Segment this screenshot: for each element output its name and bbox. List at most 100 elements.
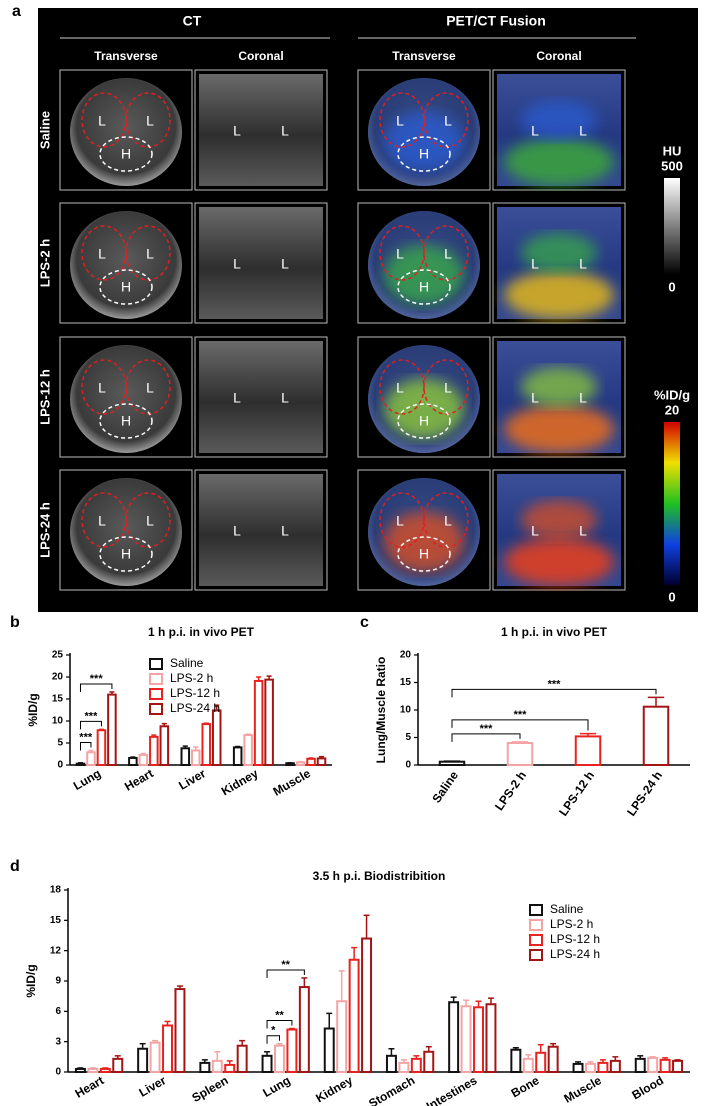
bar [149, 735, 159, 767]
error-bar [235, 745, 241, 748]
legend-swatch [529, 934, 543, 946]
error-bar [425, 1045, 432, 1052]
legend-label: LPS-24 h [550, 947, 600, 961]
significance-label: *** [480, 723, 494, 735]
bar [306, 757, 316, 767]
organ-label: H [121, 413, 131, 429]
error-bar [511, 741, 529, 743]
error-bar [288, 1027, 295, 1030]
error-bar [487, 997, 494, 1005]
group-label: LPS-24 h [37, 502, 52, 558]
error-bar [612, 1056, 619, 1061]
error-bar [647, 696, 665, 707]
bar [522, 1057, 534, 1074]
error-bar [637, 1055, 644, 1059]
y-tick-label: 15 [400, 677, 412, 688]
chart-title: 1 h p.i. in vivo PET [148, 625, 255, 639]
bar [75, 762, 86, 766]
error-bar [193, 746, 199, 751]
bar [86, 751, 96, 766]
bar [87, 1067, 99, 1074]
bracket-line [451, 688, 657, 698]
organ-label: L [146, 113, 154, 129]
heart-outline [397, 536, 451, 572]
x-tick-label: LPS-12 h [556, 769, 597, 819]
error-bar [139, 1042, 146, 1049]
significance-label: *** [90, 673, 104, 685]
bar [236, 1044, 248, 1073]
x-tick-label: Heart [122, 766, 156, 793]
bar [547, 1045, 559, 1073]
coronal-slice [199, 207, 323, 319]
organ-label: L [281, 123, 289, 139]
colorbar-min: 0 [668, 589, 675, 604]
legend-label: LPS-12 h [170, 686, 220, 700]
error-bar [575, 1061, 582, 1064]
colorbar-min: 0 [668, 279, 675, 294]
y-tick-label: 15 [52, 694, 64, 705]
pet-uptake [504, 405, 614, 453]
bracket-line [79, 683, 113, 692]
bar [261, 1054, 273, 1074]
bracket-line [79, 741, 92, 751]
bar [74, 1067, 86, 1074]
error-bar [400, 1059, 407, 1063]
error-bar [203, 722, 209, 725]
organ-label: L [396, 113, 404, 129]
organ-label: L [98, 246, 106, 262]
significance-bracket: * [266, 1025, 280, 1044]
pet-uptake [521, 100, 597, 140]
bar [336, 1000, 348, 1074]
lung-outline [423, 92, 469, 148]
significance-label: *** [548, 678, 562, 690]
organ-label: L [233, 523, 241, 539]
bar [438, 760, 466, 767]
significance-label: * [271, 1025, 276, 1037]
error-bar [151, 734, 157, 737]
bar [460, 1005, 472, 1073]
bar [274, 1044, 285, 1073]
error-bar [102, 1067, 109, 1069]
coronal-slice [199, 474, 323, 586]
heart-outline [99, 269, 153, 305]
organ-label: L [233, 256, 241, 272]
legend-swatch [149, 688, 163, 700]
significance-bracket: *** [79, 731, 93, 751]
bar [190, 749, 201, 766]
significance-bracket: ** [266, 1009, 293, 1029]
y-axis-label: %ID/g [26, 693, 40, 726]
significance-bracket: ** [266, 959, 305, 978]
error-bar [201, 1059, 208, 1063]
error-bar [525, 1054, 532, 1059]
error-bar [226, 1060, 233, 1065]
chart-title: 1 h p.i. in vivo PET [501, 625, 608, 639]
bar [211, 709, 222, 767]
error-bar [256, 676, 262, 681]
view-header: Coronal [536, 49, 581, 63]
bar [243, 734, 253, 767]
organ-label: L [531, 390, 539, 406]
error-bar [140, 752, 146, 755]
error-bar [239, 1039, 246, 1046]
organ-label: L [281, 523, 289, 539]
lung-outline [379, 92, 425, 148]
pet-uptake [504, 271, 614, 319]
organ-label: L [98, 113, 106, 129]
organ-label: L [531, 256, 539, 272]
error-bar [264, 1051, 271, 1056]
error-bar [512, 1046, 519, 1050]
organ-label: H [121, 146, 131, 162]
pet-uptake [384, 379, 464, 439]
error-bar [338, 970, 345, 1002]
error-bar [351, 946, 358, 960]
error-bar [77, 1067, 84, 1069]
bar [473, 1006, 484, 1073]
x-tick-label: Muscle [271, 766, 314, 799]
colorbar [664, 422, 680, 585]
pet-uptake [384, 112, 464, 172]
organ-label: L [579, 390, 587, 406]
view-header: Coronal [238, 49, 283, 63]
x-tick-label: Intestines [424, 1073, 480, 1106]
bar [672, 1059, 684, 1074]
